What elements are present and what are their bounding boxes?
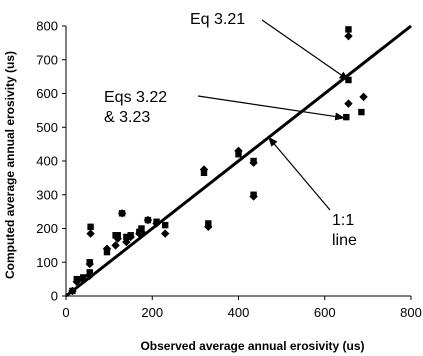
annotation-text: Eqs 3.22 [104,89,167,106]
square-point [118,210,126,217]
annotations: Eq 3.21 Eqs 3.22 & 3.23 1:1 line [104,11,357,249]
x-tick-label: 0 [62,305,69,320]
square-point [250,191,257,198]
diamond-point [344,31,353,41]
square-point [358,108,365,116]
diamond-point [122,237,131,247]
y-tick-label: 600 [36,86,58,101]
annotation-arrow [197,95,346,121]
square-point [86,259,93,266]
tick-labels: 0 200 400 600 800 0 100 200 300 400 500 600 700 800 [36,19,422,321]
y-tick-label: 300 [36,187,58,202]
square-point [161,221,169,229]
annotation-text: line [332,232,357,249]
diamond-point [234,146,243,156]
square-point [144,216,152,224]
square-point [153,218,160,225]
square-point [138,225,145,232]
x-tick-label: 800 [400,305,422,320]
diamond-point [111,241,120,250]
y-tick-label: 400 [36,154,58,169]
diamond-point [359,92,368,102]
diamond-point [204,222,213,232]
x-tick-label: 600 [314,305,336,320]
square-point [86,269,93,276]
square-point [69,287,76,295]
y-tick-label: 100 [36,255,58,270]
square-point [343,113,350,121]
data-points [68,26,368,296]
diamond-point [102,244,112,253]
diamond-point [160,229,170,238]
square-point [205,220,212,227]
one-to-one-line [65,24,412,298]
square-point [114,232,121,239]
square-point [200,169,208,177]
y-tick-label: 800 [36,19,58,34]
x-axis-title: Observed average annual erosivity (us) [140,339,364,353]
square-point [103,248,111,256]
diamond-point [113,234,122,243]
eq321-annotation: Eq 3.21 [190,11,350,81]
diamond-point [199,165,209,174]
annotation-text: & 3.23 [104,109,150,126]
axes [62,25,412,300]
annotation-arrow [261,19,350,81]
annotation-arrow [268,136,331,211]
y-tick-label: 700 [36,52,58,67]
diamond-point [344,99,353,108]
one-to-one-annotation: 1:1 line [268,136,357,249]
y-tick-label: 0 [51,289,58,304]
square-point [345,26,352,33]
square-point [235,151,242,158]
y-axis-title: Computed average annual erosivity (us) [3,51,17,279]
square-point [73,275,80,283]
square-point [250,157,257,165]
x-tick-label: 400 [228,305,250,320]
annotation-text: 1:1 [332,212,354,229]
diamond-point [86,229,95,238]
square-point [80,274,87,281]
square-point [87,223,94,231]
y-tick-label: 200 [36,221,58,236]
square-point [123,233,130,241]
square-point [136,228,143,236]
square-point [127,232,134,239]
x-tick-label: 200 [141,305,163,320]
y-tick-label: 500 [36,120,58,135]
eqs322-annotation: Eqs 3.22 & 3.23 [104,89,346,126]
annotation-text: Eq 3.21 [190,11,245,28]
